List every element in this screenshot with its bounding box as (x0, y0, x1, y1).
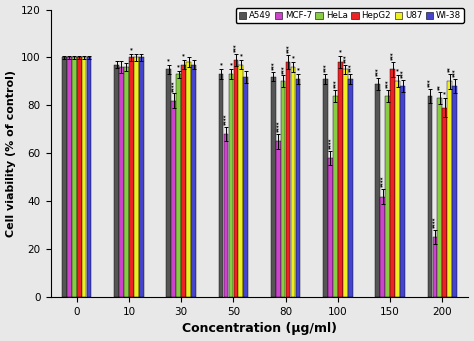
Bar (328, 158, 333, 297)
Text: *: * (219, 62, 222, 68)
Y-axis label: Cell viability (% of control): Cell viability (% of control) (6, 70, 16, 237)
Text: ****: **** (380, 176, 385, 188)
Text: *: * (443, 91, 446, 96)
Text: *: * (229, 62, 232, 68)
Bar (442, 108, 447, 297)
Bar (447, 81, 452, 297)
Text: ***: *** (343, 54, 348, 63)
Bar (234, 60, 238, 297)
Text: ****: **** (432, 217, 438, 228)
Bar (276, 142, 281, 297)
Bar (433, 237, 437, 297)
Bar (172, 101, 176, 297)
Text: ***: *** (233, 43, 238, 52)
Bar (291, 67, 295, 297)
Bar (271, 77, 275, 297)
Bar (72, 58, 77, 297)
Text: ***: *** (385, 79, 390, 88)
Bar (87, 58, 91, 297)
Text: *: * (292, 55, 294, 60)
Text: ****: **** (223, 114, 228, 125)
Text: ***: *** (281, 65, 286, 74)
Bar (129, 58, 134, 297)
Bar (244, 77, 248, 297)
Text: ***: *** (390, 52, 395, 60)
Bar (77, 58, 82, 297)
Text: **: ** (447, 66, 452, 72)
Bar (238, 65, 243, 297)
Bar (124, 67, 129, 297)
Text: ***: *** (271, 61, 276, 70)
Bar (62, 58, 67, 297)
Text: *: * (130, 47, 133, 52)
Text: ***: *** (375, 67, 380, 76)
Bar (438, 98, 442, 297)
Bar (286, 62, 291, 297)
Bar (348, 79, 353, 297)
Bar (224, 134, 228, 297)
Text: *: * (239, 53, 242, 58)
Bar (380, 196, 385, 297)
Bar (134, 58, 139, 297)
Text: ****: **** (328, 137, 333, 149)
Text: *: * (297, 68, 300, 72)
X-axis label: Concentration (μg/ml): Concentration (μg/ml) (182, 323, 337, 336)
Bar (338, 62, 343, 297)
Bar (186, 62, 191, 297)
Bar (67, 58, 72, 297)
Text: ***: *** (452, 69, 457, 77)
Text: *: * (396, 69, 399, 74)
Bar (228, 74, 233, 297)
Bar (82, 58, 86, 297)
Bar (191, 65, 196, 297)
Text: *: * (339, 49, 342, 54)
Bar (385, 96, 390, 297)
Bar (119, 67, 124, 297)
Text: **: ** (438, 85, 442, 90)
Bar (400, 86, 405, 297)
Bar (452, 86, 457, 297)
Text: *: * (177, 64, 180, 69)
Text: ***: *** (333, 79, 338, 88)
Bar (375, 84, 380, 297)
Text: *: * (167, 58, 170, 63)
Bar (428, 96, 432, 297)
Text: ****: **** (276, 121, 281, 132)
Bar (219, 74, 223, 297)
Bar (114, 65, 119, 297)
Bar (343, 70, 347, 297)
Bar (395, 81, 400, 297)
Bar (390, 70, 395, 297)
Text: ***: *** (428, 78, 432, 87)
Text: ***: *** (286, 45, 291, 53)
Text: *: * (182, 53, 185, 58)
Bar (166, 70, 171, 297)
Bar (296, 79, 301, 297)
Bar (139, 58, 144, 297)
Text: ****: **** (171, 80, 176, 91)
Bar (176, 74, 181, 297)
Text: ***: *** (400, 70, 405, 78)
Bar (181, 65, 186, 297)
Bar (323, 79, 328, 297)
Legend: A549, MCF-7, HeLa, HepG2, U87, WI-38: A549, MCF-7, HeLa, HepG2, U87, WI-38 (236, 8, 464, 23)
Bar (333, 96, 338, 297)
Bar (281, 81, 285, 297)
Text: ***: *** (348, 64, 353, 72)
Text: ***: *** (323, 64, 328, 72)
